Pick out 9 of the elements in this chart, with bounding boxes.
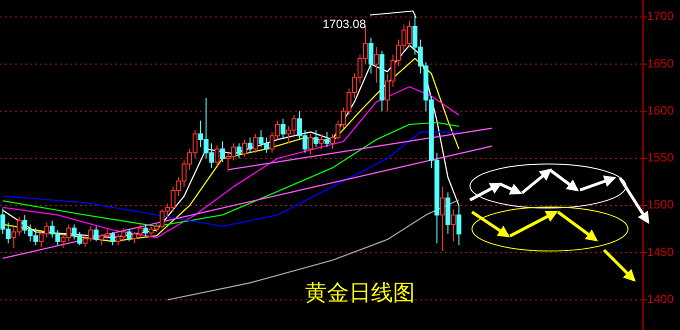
annotation: 1703.08	[322, 17, 366, 31]
y-tick-label: 1400	[647, 292, 674, 306]
y-tick-label: 1500	[647, 198, 674, 212]
y-tick-label: 1650	[647, 56, 674, 70]
y-tick-label: 1550	[647, 150, 674, 165]
y-tick-label: 1700	[647, 9, 674, 24]
y-tick-label: 1450	[647, 244, 674, 259]
text: 黄金日线图	[305, 280, 415, 305]
y-tick-label: 1600	[647, 103, 674, 118]
